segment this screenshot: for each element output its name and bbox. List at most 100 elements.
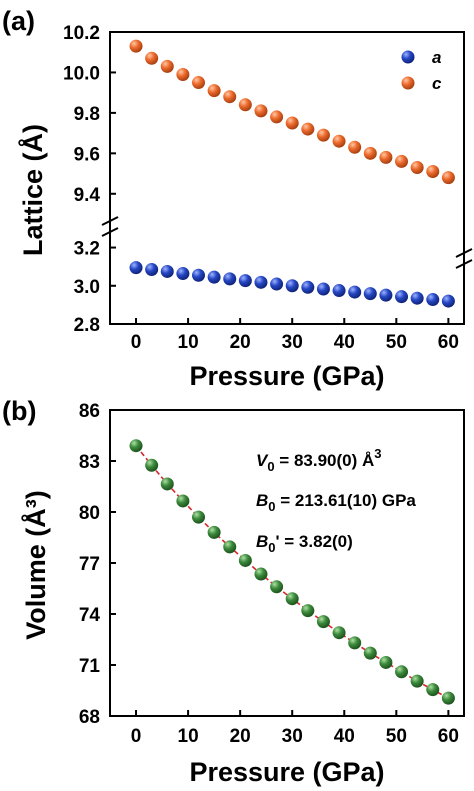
data-point-c: [348, 140, 362, 154]
data-point-volume: [176, 494, 190, 508]
data-point-volume: [129, 439, 143, 453]
panel-b-ticks: 0 10 20 30 40 50 60 68 71 74 77 80 83 86: [79, 401, 459, 747]
data-point-c: [363, 146, 377, 160]
data-point-c: [270, 110, 284, 124]
right-axis-break-icon: [455, 248, 473, 269]
panel-b-label: (b): [2, 396, 36, 426]
fit-curve: [135, 445, 449, 699]
y-tick-label: 80: [79, 503, 100, 524]
panel-a-legend: a c: [401, 48, 442, 93]
data-point-volume: [254, 567, 268, 581]
data-point-c: [441, 171, 455, 185]
x-tick-label: 50: [386, 726, 407, 747]
data-point-volume: [301, 604, 315, 618]
data-point-c: [316, 128, 330, 142]
annotation-b0-prime: B0' = 3.82(0): [256, 532, 353, 555]
y-tick-label: 2.8: [74, 315, 100, 336]
left-axis-break-icon: [101, 216, 119, 237]
data-point-a: [160, 264, 174, 278]
x-tick-label: 40: [334, 726, 355, 747]
x-tick-label: 60: [438, 726, 459, 747]
data-point-a: [129, 261, 143, 275]
data-point-c: [129, 39, 143, 53]
data-point-c: [160, 59, 174, 73]
data-point-volume: [395, 665, 409, 679]
data-point-c: [223, 90, 237, 104]
panel-a-ylabel: Lattice (Å): [17, 124, 48, 256]
data-point-volume: [207, 525, 221, 539]
data-point-c: [395, 154, 409, 168]
data-point-volume: [410, 674, 424, 688]
y-tick-label: 86: [79, 401, 100, 422]
data-point-c: [332, 134, 346, 148]
data-point-a: [207, 270, 221, 284]
data-point-a: [410, 291, 424, 305]
data-point-volume: [379, 655, 393, 669]
panel-a-label: (a): [2, 6, 35, 36]
data-point-volume: [223, 540, 237, 554]
y-tick-label: 68: [79, 707, 100, 728]
x-tick-label: 40: [334, 332, 355, 353]
data-point-a: [176, 267, 190, 281]
x-tick-label: 10: [178, 726, 199, 747]
data-point-a: [285, 279, 299, 293]
y-tick-label: 9.4: [74, 185, 101, 206]
y-tick-label: 9.6: [74, 144, 100, 165]
data-point-a: [426, 293, 440, 307]
y-tick-label: 74: [79, 605, 101, 626]
data-point-c: [254, 104, 268, 118]
data-point-c: [410, 160, 424, 174]
data-point-a: [254, 275, 268, 289]
data-point-volume: [426, 683, 440, 697]
panel-b-marks: [129, 439, 455, 705]
panel-b-annotations: V0 = 83.90(0) Å3 B0 = 213.61(10) GPa B0'…: [256, 446, 416, 555]
x-tick-label: 0: [131, 726, 142, 747]
x-tick-label: 0: [131, 332, 142, 353]
data-point-a: [395, 290, 409, 304]
data-point-c: [207, 84, 221, 98]
data-point-c: [145, 51, 159, 65]
legend-marker-c: [401, 76, 415, 90]
data-point-a: [270, 277, 284, 291]
data-point-c: [426, 165, 440, 179]
panel-a: (a) Lattice (Å) Pressure (GPa) 0 10 20 30 40…: [2, 6, 473, 391]
data-point-volume: [238, 553, 252, 567]
panel-b: (b) Volume (Å³) Pressure (GPa) 0 10 20 30 40…: [2, 396, 465, 787]
y-tick-label: 10.0: [63, 63, 100, 84]
x-tick-label: 30: [282, 726, 303, 747]
data-point-volume: [348, 636, 362, 650]
data-point-a: [192, 268, 205, 282]
legend-label-c: c: [432, 74, 442, 93]
data-point-c: [176, 67, 190, 81]
panel-b-ylabel: Volume (Å³): [20, 490, 51, 640]
data-point-volume: [332, 626, 346, 640]
data-point-volume: [160, 477, 174, 491]
data-point-c: [301, 122, 315, 136]
data-point-a: [348, 285, 362, 299]
y-tick-label: 77: [79, 554, 100, 575]
data-point-volume: [441, 691, 455, 705]
legend-marker-a: [401, 50, 415, 64]
annotation-v0: V0 = 83.90(0) Å3: [256, 446, 382, 474]
panel-b-fit: [135, 445, 449, 699]
data-point-volume: [192, 510, 205, 524]
legend-label-a: a: [432, 48, 441, 67]
y-tick-label: 3.2: [74, 239, 100, 260]
panel-b-xlabel: Pressure (GPa): [189, 757, 384, 787]
data-point-a: [145, 263, 159, 277]
x-tick-label: 10: [178, 332, 199, 353]
data-point-volume: [270, 580, 284, 594]
x-tick-label: 20: [230, 332, 251, 353]
data-point-a: [363, 287, 377, 301]
data-point-a: [332, 284, 346, 298]
data-point-a: [379, 288, 393, 302]
data-point-a: [238, 274, 252, 288]
data-point-a: [441, 294, 455, 308]
data-point-a: [301, 280, 315, 294]
panel-b-frame: [109, 409, 465, 717]
data-point-volume: [363, 646, 377, 660]
y-tick-label: 83: [79, 452, 100, 473]
panel-a-xlabel: Pressure (GPa): [189, 361, 384, 391]
panel-a-marks: [129, 39, 455, 308]
